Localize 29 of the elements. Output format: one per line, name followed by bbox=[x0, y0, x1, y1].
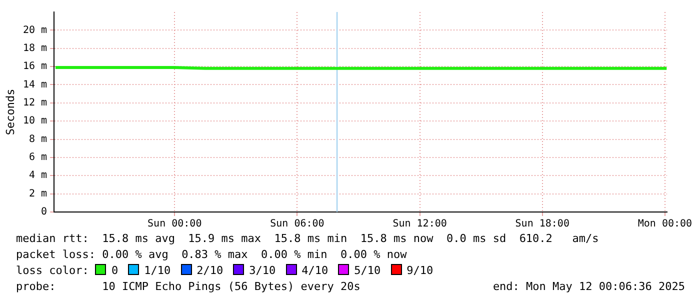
y-tick-label: 20 m bbox=[22, 24, 48, 36]
text: probe: 10 ICMP Echo Pings (56 Bytes) every 20s bbox=[16, 280, 360, 293]
legend-label: 4/10 bbox=[300, 263, 328, 279]
x-tick-label: Sun 18:00 bbox=[515, 218, 570, 230]
y-tick-label: 0 bbox=[41, 206, 48, 218]
y-tick-label: 10 m bbox=[22, 116, 48, 127]
text: packet loss: 0.00 % avg 0.83 % max 0.00 % min 0.00 % now bbox=[16, 247, 408, 263]
text: end: Mon May 12 00:06:36 2025 bbox=[492, 279, 685, 295]
x-tick-label: Sun 00:00 bbox=[148, 218, 202, 230]
x-tick-label: Sun 12:00 bbox=[392, 218, 447, 230]
legend-label: 5/10 bbox=[353, 263, 381, 279]
y-tick-label: 14 m bbox=[22, 79, 48, 90]
y-tick-label: 12 m bbox=[22, 98, 48, 109]
y-tick-label: 2 m bbox=[29, 188, 48, 200]
y-tick-label: 4 m bbox=[29, 170, 48, 182]
text: median rtt: 15.8 ms avg 15.9 ms max 15.8 ms min 15.8 ms now 0.0 ms sd 610.2 am/s bbox=[16, 231, 600, 247]
legend-label: 1/10 bbox=[143, 263, 171, 279]
y-tick-label: 8 m bbox=[29, 134, 48, 145]
x-tick-label: Sun 06:00 bbox=[270, 218, 324, 230]
x-tick-label: Mon 00:00 bbox=[638, 218, 692, 230]
legend-label: 9/10 bbox=[406, 263, 434, 279]
legend-label: 2/10 bbox=[196, 263, 224, 279]
y-tick-label: 6 m bbox=[29, 152, 48, 164]
legend-title: loss color: bbox=[16, 264, 89, 277]
y-axis-title: Seconds bbox=[4, 88, 17, 136]
legend-label: 0 bbox=[110, 263, 118, 279]
y-tick-label: 18 m bbox=[22, 42, 48, 54]
y-tick-label: 16 m bbox=[22, 61, 48, 72]
legend-label: 3/10 bbox=[248, 263, 276, 279]
